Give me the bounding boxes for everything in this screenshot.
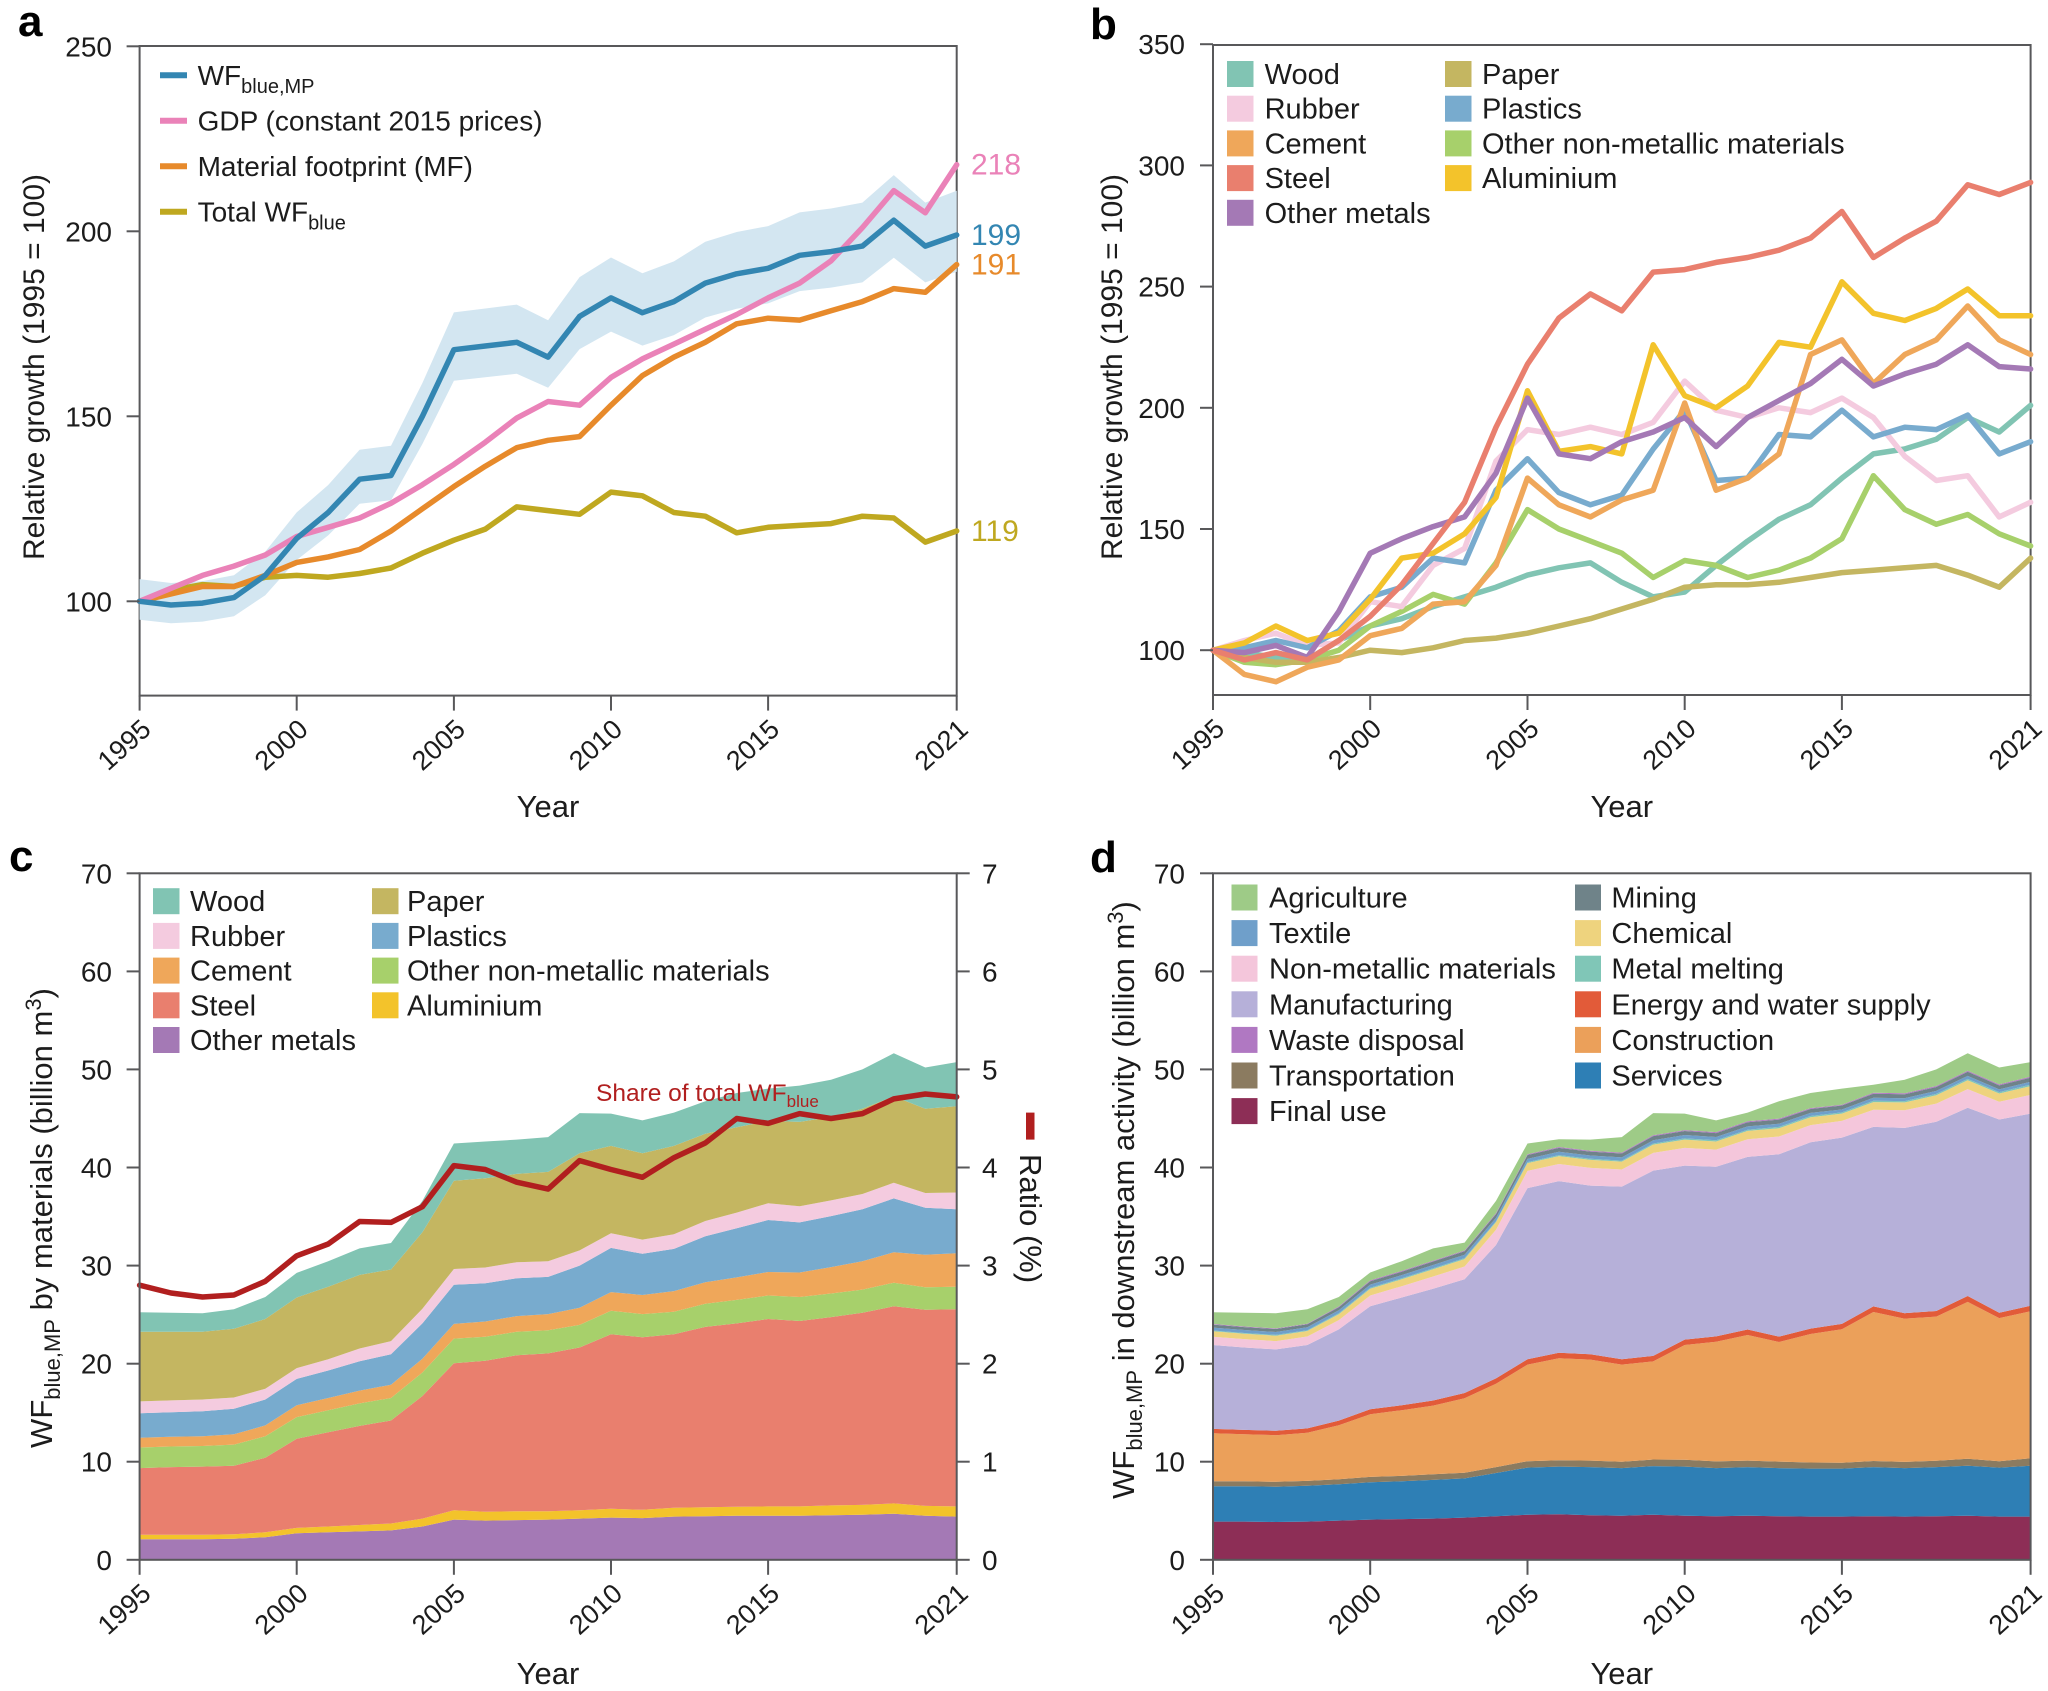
svg-text:100: 100: [65, 586, 112, 617]
svg-text:70: 70: [81, 858, 112, 889]
svg-text:20: 20: [81, 1349, 112, 1380]
svg-text:150: 150: [65, 401, 112, 432]
svg-text:50: 50: [1154, 1054, 1185, 1085]
svg-text:Paper: Paper: [407, 886, 485, 918]
svg-text:191: 191: [971, 249, 1021, 282]
svg-text:200: 200: [65, 216, 112, 247]
svg-text:6: 6: [982, 956, 998, 987]
svg-text:Non-metallic materials: Non-metallic materials: [1269, 954, 1556, 986]
svg-text:200: 200: [1138, 393, 1185, 424]
svg-text:4: 4: [982, 1153, 998, 1184]
svg-text:Services: Services: [1611, 1061, 1722, 1093]
svg-text:Manufacturing: Manufacturing: [1269, 989, 1453, 1021]
svg-text:Rubber: Rubber: [1265, 94, 1360, 126]
svg-text:30: 30: [1154, 1251, 1185, 1282]
svg-text:c: c: [9, 832, 33, 881]
svg-text:Transportation: Transportation: [1269, 1061, 1455, 1093]
svg-text:218: 218: [971, 149, 1021, 182]
svg-text:Material footprint (MF): Material footprint (MF): [198, 151, 473, 182]
svg-text:Aluminium: Aluminium: [1482, 163, 1617, 195]
svg-text:Wood: Wood: [190, 886, 265, 918]
svg-text:Construction: Construction: [1611, 1025, 1774, 1057]
svg-text:Plastics: Plastics: [407, 921, 507, 953]
svg-text:Chemical: Chemical: [1611, 918, 1732, 950]
svg-text:GDP (constant 2015 prices): GDP (constant 2015 prices): [198, 106, 543, 137]
svg-text:40: 40: [1154, 1153, 1185, 1184]
svg-text:100: 100: [1138, 635, 1185, 666]
svg-text:Year: Year: [1590, 1656, 1653, 1691]
svg-text:Energy and water supply: Energy and water supply: [1611, 989, 1931, 1021]
svg-text:Year: Year: [517, 1656, 580, 1691]
svg-text:Mining: Mining: [1611, 883, 1696, 915]
svg-text:Steel: Steel: [1265, 163, 1331, 195]
svg-text:Aluminium: Aluminium: [407, 990, 542, 1022]
svg-text:Other non-metallic materials: Other non-metallic materials: [1482, 128, 1845, 160]
svg-text:Other metals: Other metals: [190, 1025, 356, 1057]
svg-text:Agriculture: Agriculture: [1269, 883, 1408, 915]
svg-text:250: 250: [65, 31, 112, 62]
svg-text:d: d: [1090, 833, 1117, 882]
svg-text:0: 0: [1169, 1545, 1185, 1576]
svg-text:b: b: [1090, 0, 1117, 49]
svg-text:70: 70: [1154, 858, 1185, 889]
svg-text:Cement: Cement: [1265, 128, 1367, 160]
svg-text:Ratio (%): Ratio (%): [1013, 1154, 1048, 1283]
svg-text:1: 1: [982, 1447, 998, 1478]
svg-text:Steel: Steel: [190, 990, 256, 1022]
svg-text:Metal melting: Metal melting: [1611, 954, 1783, 986]
svg-text:350: 350: [1138, 29, 1185, 60]
svg-text:20: 20: [1154, 1349, 1185, 1380]
svg-text:60: 60: [81, 956, 112, 987]
svg-text:Paper: Paper: [1482, 59, 1560, 91]
svg-text:199: 199: [971, 219, 1021, 252]
svg-text:10: 10: [81, 1447, 112, 1478]
svg-text:7: 7: [982, 858, 998, 889]
svg-text:Wood: Wood: [1265, 59, 1340, 91]
svg-text:150: 150: [1138, 514, 1185, 545]
svg-text:Textile: Textile: [1269, 918, 1351, 950]
svg-text:30: 30: [81, 1251, 112, 1282]
svg-text:Final use: Final use: [1269, 1096, 1387, 1128]
svg-text:Waste disposal: Waste disposal: [1269, 1025, 1465, 1057]
svg-text:60: 60: [1154, 956, 1185, 987]
svg-text:Other metals: Other metals: [1265, 198, 1431, 230]
svg-text:Year: Year: [517, 789, 580, 824]
svg-text:0: 0: [982, 1545, 998, 1576]
svg-text:250: 250: [1138, 272, 1185, 303]
svg-text:Rubber: Rubber: [190, 921, 285, 953]
svg-text:3: 3: [982, 1251, 998, 1282]
svg-text:Share of total WFblue: Share of total WFblue: [596, 1080, 819, 1111]
svg-text:5: 5: [982, 1054, 998, 1085]
svg-text:Cement: Cement: [190, 956, 292, 988]
svg-text:Year: Year: [1590, 789, 1653, 824]
svg-text:Plastics: Plastics: [1482, 94, 1582, 126]
svg-text:WFblue,MP in downstream activi: WFblue,MP in downstream activity (billio…: [1103, 901, 1147, 1499]
svg-text:119: 119: [971, 515, 1019, 548]
svg-text:Relative growth (1995 = 100): Relative growth (1995 = 100): [18, 174, 51, 560]
svg-text:50: 50: [81, 1054, 112, 1085]
svg-text:10: 10: [1154, 1447, 1185, 1478]
svg-text:300: 300: [1138, 150, 1185, 181]
svg-text:Other non-metallic materials: Other non-metallic materials: [407, 956, 770, 988]
svg-text:0: 0: [96, 1545, 112, 1576]
svg-text:2: 2: [982, 1349, 998, 1380]
svg-text:a: a: [18, 0, 43, 46]
svg-text:40: 40: [81, 1153, 112, 1184]
svg-text:Relative growth (1995 = 100): Relative growth (1995 = 100): [1096, 174, 1129, 560]
